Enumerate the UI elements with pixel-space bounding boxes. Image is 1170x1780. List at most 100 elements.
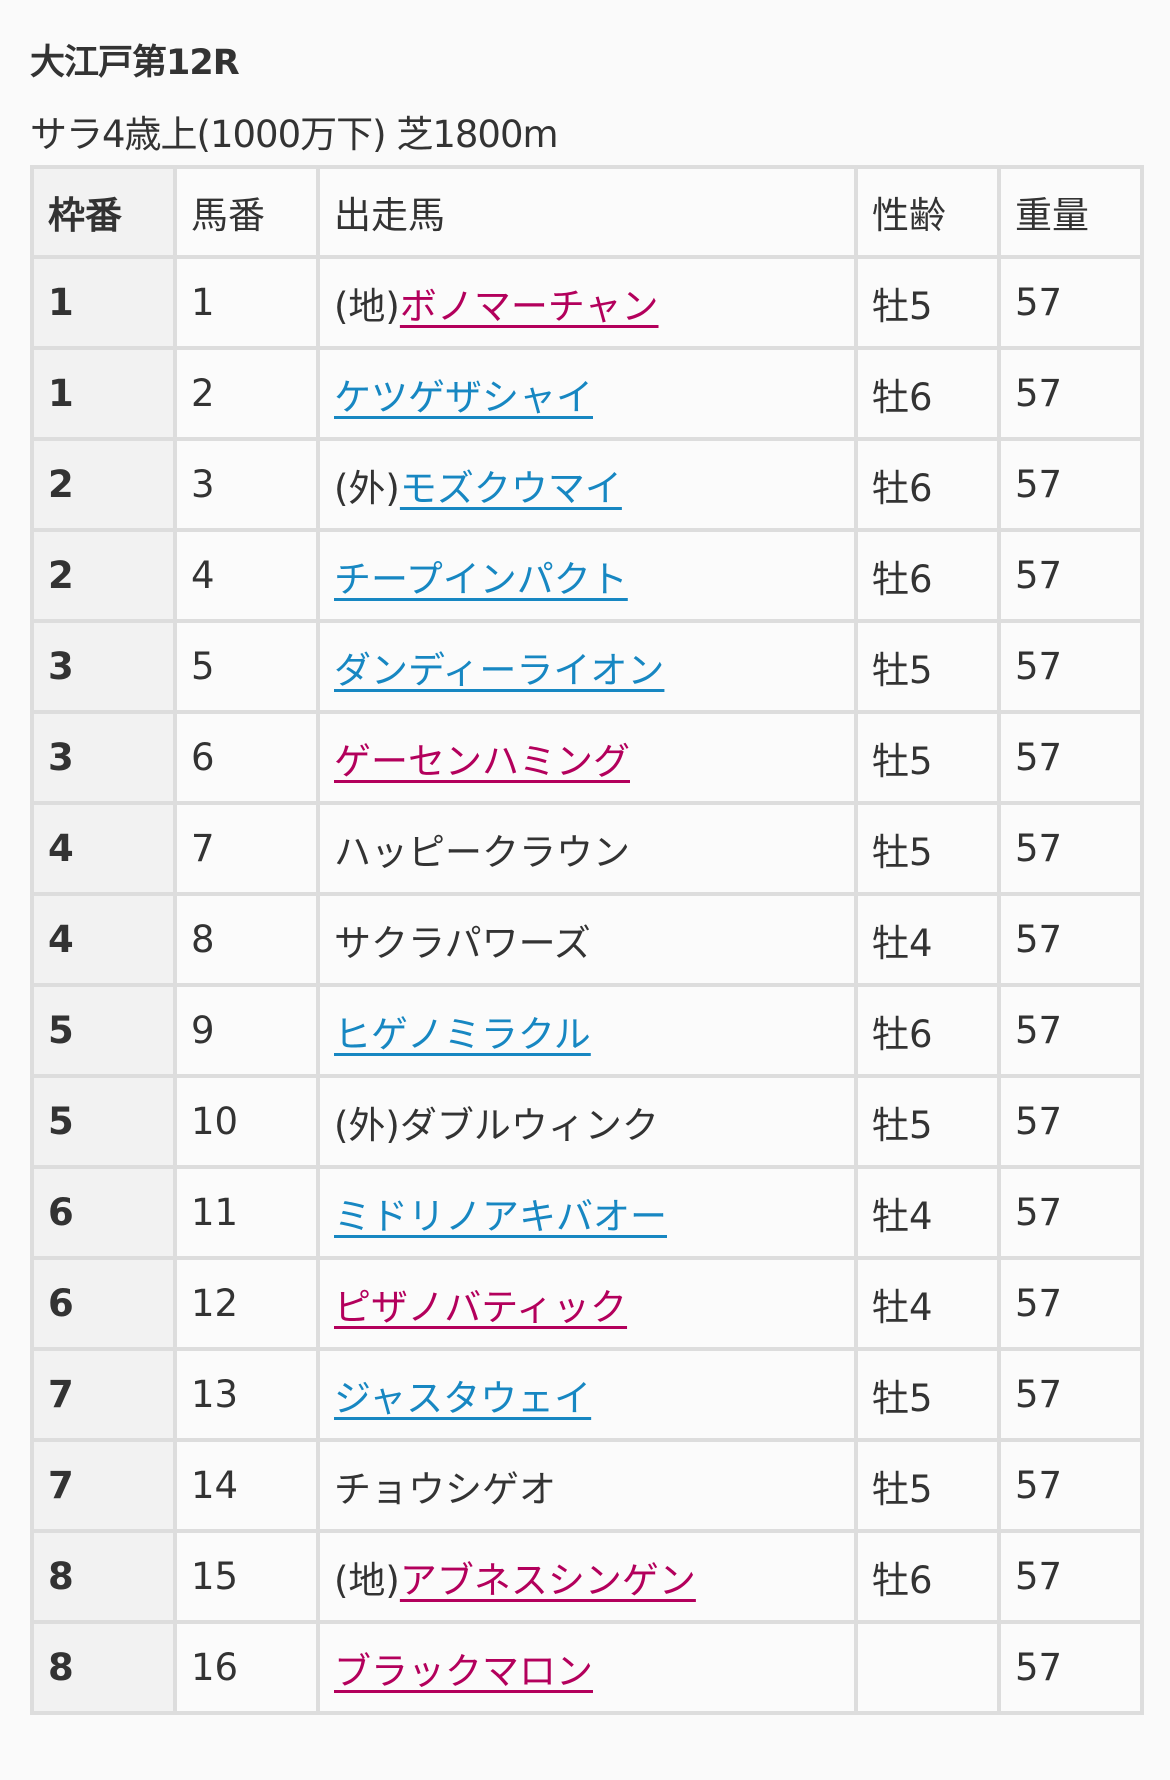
horse-name-link[interactable]: ミドリノアキバオー [334,1194,667,1238]
horse-name: サクラパワーズ [334,921,591,965]
horse-name-link[interactable]: モズクウマイ [399,466,622,510]
umaban-cell: 12 [173,1256,320,1351]
umaban-cell: 8 [173,892,320,987]
horse-name-link[interactable]: チープインパクト [334,557,628,601]
waku-cell: 8 [30,1529,177,1624]
weight-cell: 57 [997,801,1144,896]
umaban-cell: 5 [173,619,320,714]
horse-cell: ヒゲノミラクル [316,983,858,1078]
waku-cell: 4 [30,892,177,987]
weight-cell: 57 [997,983,1144,1078]
horse-cell: (地)ボノマーチャン [316,255,858,350]
horse-origin-prefix: (地) [334,284,400,328]
weight-cell: 57 [997,892,1144,987]
header-weight: 重量 [997,165,1144,259]
weight-cell: 57 [997,619,1144,714]
sex-age-cell: 牡5 [854,1438,1001,1533]
weight-cell: 57 [997,710,1144,805]
sex-age-cell: 牡6 [854,437,1001,532]
umaban-cell: 9 [173,983,320,1078]
waku-cell: 6 [30,1256,177,1351]
table-row: 6 12 ピザノバティック 牡4 57 [30,1256,1144,1351]
sex-age-cell: 牡4 [854,1165,1001,1260]
horse-name: チョウシゲオ [334,1467,556,1511]
weight-cell: 57 [997,1165,1144,1260]
waku-cell: 5 [30,1074,177,1169]
sex-age-cell: 牡5 [854,1074,1001,1169]
waku-cell: 2 [30,437,177,532]
horse-name-link[interactable]: ヒゲノミラクル [334,1012,591,1056]
horse-cell: ジャスタウェイ [316,1347,858,1442]
waku-cell: 1 [30,255,177,350]
horse-cell: (外)モズクウマイ [316,437,858,532]
horse-name-link[interactable]: ゲーセンハミング [334,739,630,783]
table-row: 2 4 チープインパクト 牡6 57 [30,528,1144,623]
table-row: 2 3 (外)モズクウマイ 牡6 57 [30,437,1144,532]
horse-cell: ハッピークラウン [316,801,858,896]
horse-name-link[interactable]: ジャスタウェイ [334,1376,592,1420]
table-row: 7 13 ジャスタウェイ 牡5 57 [30,1347,1144,1442]
header-horse: 出走馬 [316,165,858,259]
race-title: 大江戸第12R [30,43,240,83]
horse-name-link[interactable]: ダンディーライオン [334,648,665,692]
horse-cell: サクラパワーズ [316,892,858,987]
header-umaban: 馬番 [173,165,320,259]
waku-cell: 8 [30,1620,177,1715]
weight-cell: 57 [997,255,1144,350]
sex-age-cell: 牡4 [854,1256,1001,1351]
waku-cell: 6 [30,1165,177,1260]
sex-age-cell [854,1620,1001,1715]
sex-age-cell: 牡6 [854,528,1001,623]
weight-cell: 57 [997,1256,1144,1351]
waku-cell: 4 [30,801,177,896]
weight-cell: 57 [997,1438,1144,1533]
waku-cell: 3 [30,710,177,805]
horse-cell: チープインパクト [316,528,858,623]
umaban-cell: 13 [173,1347,320,1442]
table-row: 8 15 (地)アブネスシンゲン 牡6 57 [30,1529,1144,1624]
horse-name-link[interactable]: ケツゲザシャイ [334,375,593,419]
horse-name: ハッピークラウン [334,830,630,874]
weight-cell: 57 [997,1347,1144,1442]
umaban-cell: 14 [173,1438,320,1533]
horse-name-link[interactable]: ボノマーチャン [399,284,659,328]
horse-name: ダブルウィンク [399,1103,659,1147]
sex-age-cell: 牡4 [854,892,1001,987]
table-row: 7 14 チョウシゲオ 牡5 57 [30,1438,1144,1533]
entries-table: 枠番 馬番 出走馬 性齢 重量 1 1 (地)ボノマーチャン 牡5 57 1 2 ケツゲザシャ… [30,165,1144,1715]
waku-cell: 5 [30,983,177,1078]
umaban-cell: 6 [173,710,320,805]
sex-age-cell: 牡6 [854,346,1001,441]
sex-age-cell: 牡5 [854,619,1001,714]
weight-cell: 57 [997,1074,1144,1169]
weight-cell: 57 [997,437,1144,532]
weight-cell: 57 [997,1620,1144,1715]
table-row: 5 10 (外)ダブルウィンク 牡5 57 [30,1074,1144,1169]
waku-cell: 1 [30,346,177,441]
horse-origin-prefix: (地) [334,1558,400,1602]
weight-cell: 57 [997,1529,1144,1624]
horse-name-link[interactable]: ピザノバティック [334,1285,628,1329]
umaban-cell: 11 [173,1165,320,1260]
table-row: 4 7 ハッピークラウン 牡5 57 [30,801,1144,896]
horse-cell: ミドリノアキバオー [316,1165,858,1260]
umaban-cell: 1 [173,255,320,350]
sex-age-cell: 牡5 [854,1347,1001,1442]
horse-cell: ゲーセンハミング [316,710,858,805]
horse-cell: ケツゲザシャイ [316,346,858,441]
table-row: 1 1 (地)ボノマーチャン 牡5 57 [30,255,1144,350]
horse-cell: (地)アブネスシンゲン [316,1529,858,1624]
horse-cell: チョウシゲオ [316,1438,858,1533]
horse-origin-prefix: (外) [334,1103,400,1147]
horse-origin-prefix: (外) [334,466,400,510]
table-row: 4 8 サクラパワーズ 牡4 57 [30,892,1144,987]
header-waku: 枠番 [30,165,177,259]
table-row: 3 5 ダンディーライオン 牡5 57 [30,619,1144,714]
sex-age-cell: 牡5 [854,255,1001,350]
horse-name-link[interactable]: アブネスシンゲン [399,1558,696,1602]
horse-name-link[interactable]: ブラックマロン [334,1649,593,1693]
table-row: 5 9 ヒゲノミラクル 牡6 57 [30,983,1144,1078]
weight-cell: 57 [997,346,1144,441]
sex-age-cell: 牡6 [854,1529,1001,1624]
umaban-cell: 7 [173,801,320,896]
